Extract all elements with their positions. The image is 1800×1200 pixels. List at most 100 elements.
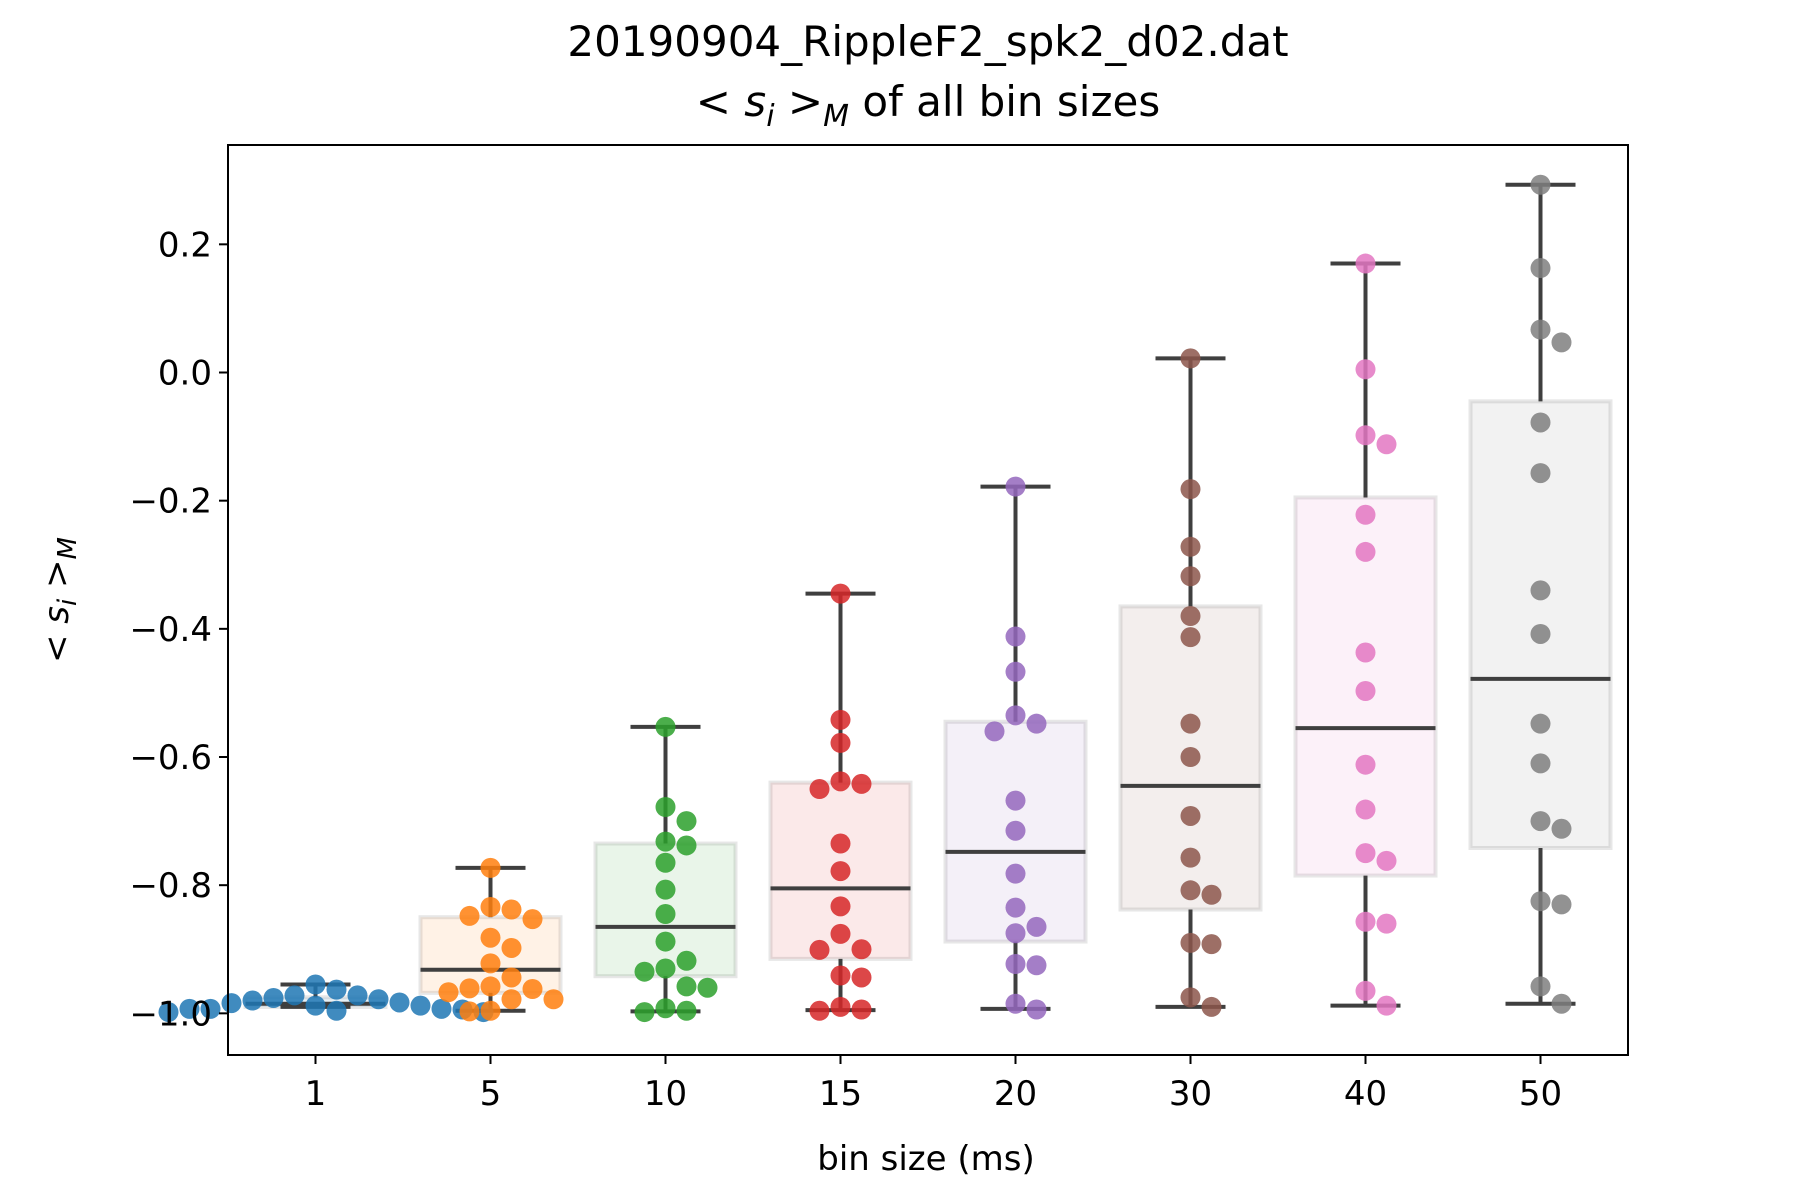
point-5-6 <box>501 937 522 958</box>
point-10-9 <box>676 950 697 971</box>
point-5-8 <box>501 967 522 988</box>
x-tick-label-1: 1 <box>305 1074 327 1114</box>
chart-title-line2-sub2: M <box>823 99 849 134</box>
point-10-14 <box>655 998 676 1019</box>
y-tick-label-2: −0.2 <box>129 482 212 522</box>
point-10-4 <box>676 835 697 856</box>
point-5-15 <box>480 1000 501 1021</box>
point-50-10 <box>1530 811 1551 832</box>
point-50-9 <box>1530 753 1551 774</box>
point-50-14 <box>1530 976 1551 997</box>
point-1-2 <box>242 990 263 1011</box>
point-50-3 <box>1551 332 1572 353</box>
point-5-7 <box>480 953 501 974</box>
point-20-12 <box>1005 954 1026 974</box>
point-1-16 <box>389 992 410 1013</box>
point-40-11 <box>1376 850 1397 871</box>
point-10-5 <box>655 852 676 873</box>
point-30-12 <box>1180 932 1201 953</box>
point-30-10 <box>1180 880 1201 901</box>
point-20-9 <box>1005 897 1026 918</box>
point-30-0 <box>1180 348 1201 369</box>
point-5-0 <box>480 857 501 878</box>
point-10-2 <box>676 811 697 832</box>
point-50-13 <box>1551 894 1572 915</box>
y-axis: 0.2 0.0 −0.2 −0.4 −0.6 −0.8 −1.0 <box>129 225 228 1034</box>
point-15-13 <box>851 967 872 988</box>
y-axis-label-sub1: i <box>53 598 83 606</box>
point-10-1 <box>655 796 676 817</box>
point-5-12 <box>438 982 459 1003</box>
point-50-11 <box>1551 818 1572 839</box>
point-40-12 <box>1355 911 1376 932</box>
point-20-7 <box>1005 820 1026 841</box>
point-15-16 <box>809 1000 830 1021</box>
point-1-6 <box>326 1000 347 1021</box>
point-15-12 <box>830 965 851 986</box>
point-40-6 <box>1355 642 1376 663</box>
y-tick-label-6: −1.0 <box>129 994 212 1034</box>
point-10-13 <box>697 977 718 998</box>
point-20-0 <box>1005 476 1026 497</box>
y-tick-label-3: −0.4 <box>129 610 212 650</box>
point-40-5 <box>1355 541 1376 562</box>
point-20-10 <box>1026 916 1047 937</box>
point-10-0 <box>655 716 676 737</box>
point-50-0 <box>1530 174 1551 195</box>
point-30-9 <box>1180 847 1201 868</box>
point-1-13 <box>179 998 200 1019</box>
point-40-14 <box>1355 980 1376 1001</box>
point-20-8 <box>1005 863 1026 884</box>
point-40-8 <box>1355 754 1376 775</box>
point-30-6 <box>1180 713 1201 734</box>
y-axis-label-mid: > <box>37 559 77 598</box>
point-10-3 <box>655 831 676 852</box>
point-20-14 <box>1005 993 1026 1014</box>
point-10-12 <box>676 976 697 997</box>
point-10-8 <box>655 931 676 952</box>
point-1-3 <box>221 993 242 1014</box>
x-tick-label-10: 10 <box>644 1074 687 1114</box>
point-10-15 <box>676 1000 697 1021</box>
chart-title-line2: < si >M of all bin sizes <box>696 77 1160 134</box>
x-tick-label-15: 15 <box>819 1074 862 1114</box>
x-axis-label: bin size (ms) <box>817 1139 1034 1179</box>
point-15-3 <box>830 771 851 792</box>
point-1-8 <box>326 979 347 1000</box>
point-1-9 <box>305 974 326 995</box>
x-tick-label-50: 50 <box>1519 1074 1562 1114</box>
y-tick-label-4: −0.6 <box>129 738 212 778</box>
point-30-14 <box>1180 987 1201 1008</box>
point-20-4 <box>1026 713 1047 734</box>
chart-title-line2-mid: > <box>775 77 824 126</box>
point-50-4 <box>1530 412 1551 433</box>
point-5-4 <box>459 905 480 926</box>
point-10-6 <box>655 879 676 900</box>
chart-title-line2-sub1: i <box>766 99 775 134</box>
point-15-9 <box>830 923 851 944</box>
point-5-13 <box>501 989 522 1010</box>
point-30-11 <box>1201 884 1222 905</box>
point-40-13 <box>1376 913 1397 934</box>
point-30-4 <box>1180 606 1201 627</box>
point-10-11 <box>634 961 655 982</box>
point-15-2 <box>830 732 851 753</box>
point-1-1 <box>263 987 284 1008</box>
point-5-14 <box>543 989 564 1010</box>
point-5-2 <box>501 899 522 920</box>
point-30-15 <box>1201 996 1222 1017</box>
point-30-5 <box>1180 627 1201 648</box>
point-40-10 <box>1355 843 1376 864</box>
y-axis-label-sub2: M <box>53 537 83 559</box>
chart-title-line2-suffix: of all bin sizes <box>849 77 1160 126</box>
point-15-11 <box>809 939 830 960</box>
point-50-6 <box>1530 580 1551 601</box>
point-20-6 <box>1005 790 1026 811</box>
point-15-7 <box>830 861 851 882</box>
point-30-13 <box>1201 934 1222 955</box>
plot-frame <box>227 144 1629 1056</box>
point-10-10 <box>655 958 676 979</box>
y-axis-label-prefix: < s <box>37 606 77 663</box>
point-30-2 <box>1180 536 1201 557</box>
point-40-2 <box>1355 425 1376 446</box>
